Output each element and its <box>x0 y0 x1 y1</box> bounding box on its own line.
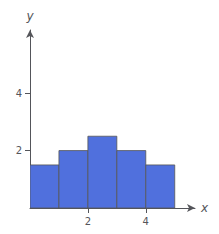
svg-text:2: 2 <box>85 216 91 227</box>
svg-text:x: x <box>200 201 209 215</box>
svg-text:2: 2 <box>16 145 22 156</box>
svg-text:4: 4 <box>16 88 22 99</box>
svg-text:4: 4 <box>143 216 149 227</box>
svg-text:y: y <box>25 9 34 23</box>
